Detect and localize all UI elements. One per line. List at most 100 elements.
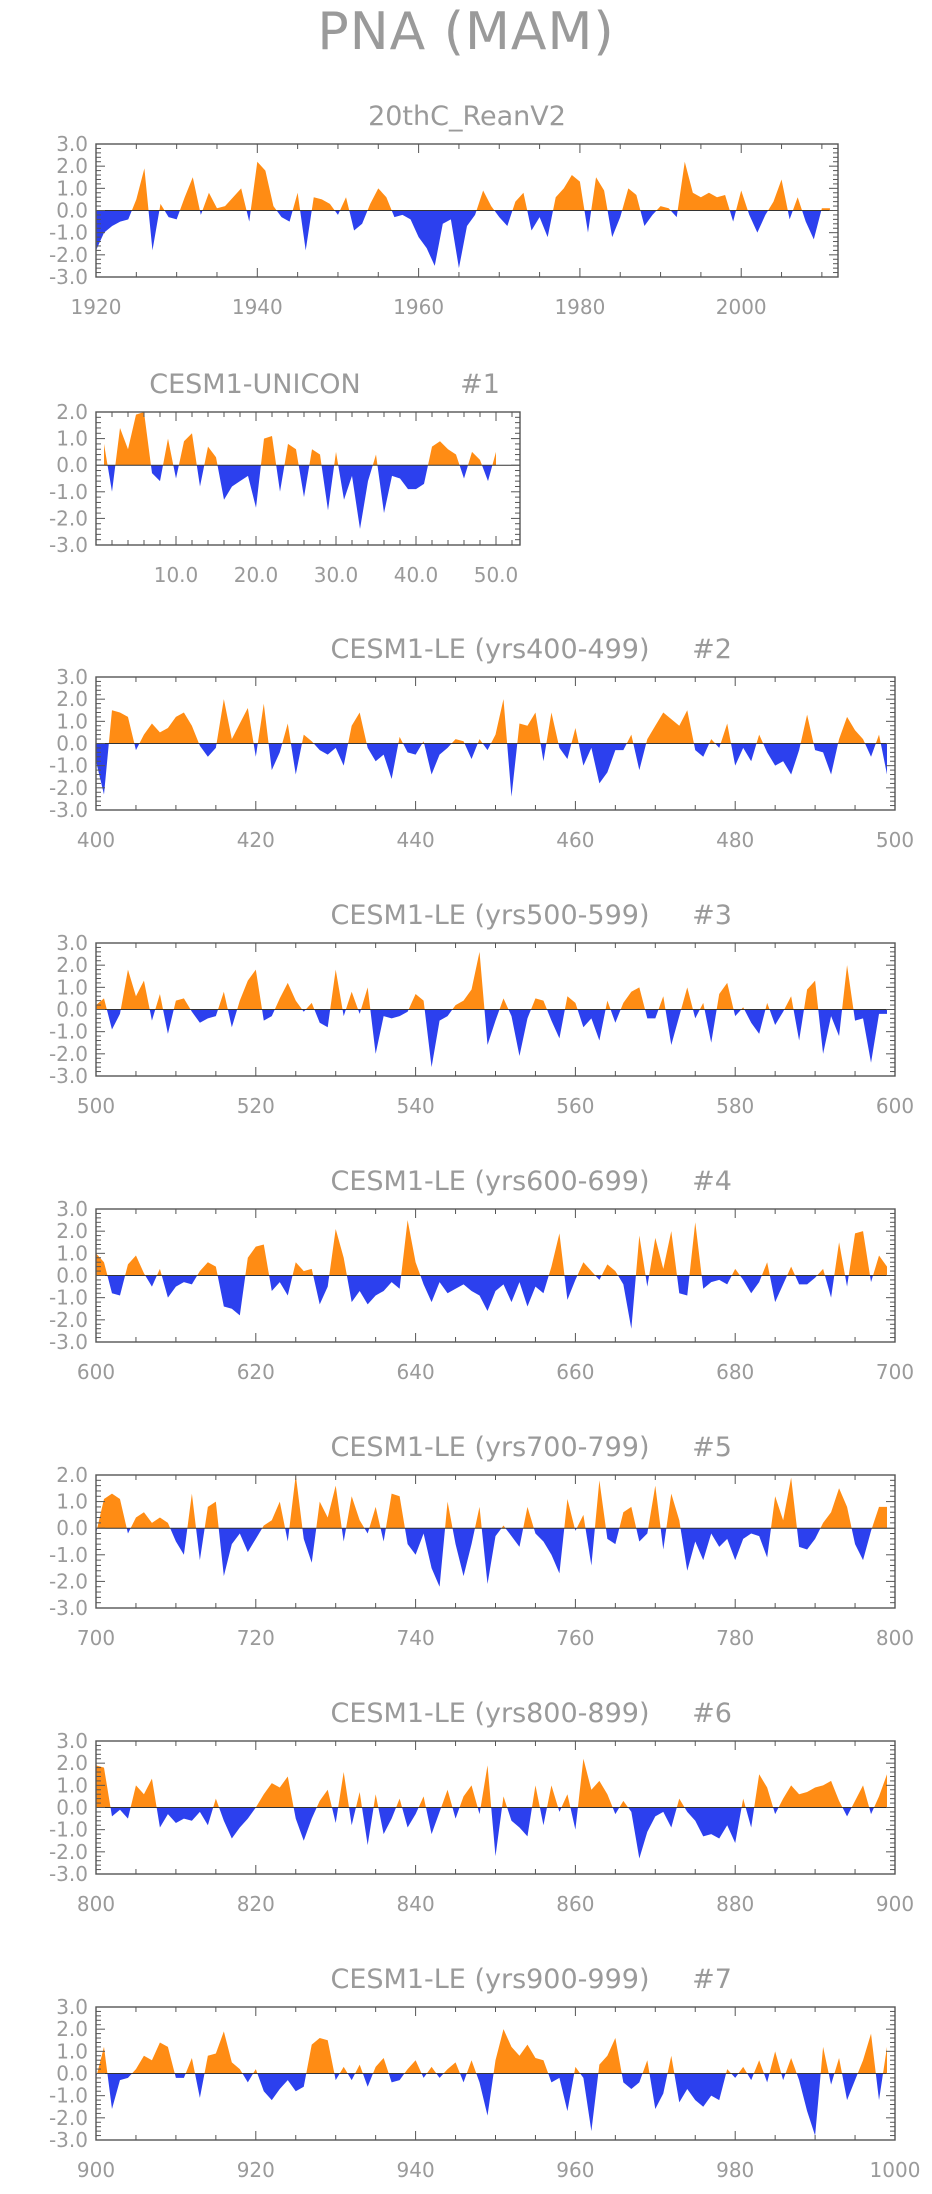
x-tick-label: 1940 [232,295,283,319]
chart-panel-2: CESM1-UNICON #1 2.0 1.00.0 -1.0-2.0 -3.0 10.0 2… [49,369,521,587]
y-tick-label: 0.0 [56,1796,88,1820]
x-tick-label: 50.0 [474,563,519,587]
negative-area [96,1528,872,1587]
chart-title: CESM1-LE (yrs600-699) [331,1166,650,1197]
y-tick-label: 1.0 [56,2039,88,2063]
y-tick-label: -3.0 [49,1330,88,1354]
positive-area [97,1475,888,1529]
x-tick-label: 440 [397,828,435,852]
x-tick-label: 660 [556,1360,594,1384]
y-tick-label: 2.0 [56,154,88,178]
x-tick-label: 480 [716,828,754,852]
x-tick-label: 1000 [870,2158,921,2182]
negative-area [96,210,822,269]
x-tick-label: 30.0 [314,563,359,587]
y-tick-label: 1.0 [56,1773,88,1797]
x-tick-label: 640 [397,1360,435,1384]
y-tick-label: 1.0 [56,176,88,200]
y-tick-label: 0.0 [56,1516,88,1540]
x-tick-label: 800 [77,1892,115,1916]
x-tick-label: 40.0 [394,563,439,587]
y-tick-label: 1.0 [56,1490,88,1514]
positive-area [96,951,854,1010]
y-tick-label: 0.0 [56,199,88,223]
positive-area [96,1758,888,1808]
y-tick-label: 1.0 [56,975,88,999]
x-tick-label: 2000 [716,295,767,319]
y-tick-label: 3.0 [56,1729,88,1753]
x-tick-label: 500 [77,1094,115,1118]
chart-title: CESM1-LE (yrs700-799) [331,1432,650,1463]
y-tick-label: 2.0 [56,2017,88,2041]
x-tick-label: 680 [716,1360,754,1384]
negative-area [96,743,888,797]
chart-title: CESM1-UNICON [149,369,361,400]
x-tick-label: 620 [237,1360,275,1384]
negative-area [106,1009,888,1068]
negative-area [107,1275,874,1329]
plot-frame [95,411,521,546]
x-tick-label: 840 [397,1892,435,1916]
x-tick-label: 500 [876,828,914,852]
y-tick-label: -3.0 [49,1862,88,1886]
x-tick-label: 820 [237,1892,275,1916]
y-tick-label: -2.0 [49,1308,88,1332]
x-tick-label: 780 [716,1626,754,1650]
y-tick-label: -2.0 [49,1042,88,1066]
chart-title: CESM1-LE (yrs900-999) [331,1964,650,1995]
x-tick-label: 720 [237,1626,275,1650]
x-tick-label: 400 [77,828,115,852]
chart-tag: #6 [692,1698,732,1729]
x-tick-label: 460 [556,828,594,852]
y-tick-label: 1.0 [56,709,88,733]
negative-area [110,1807,875,1859]
x-tick-label: 540 [397,1094,435,1118]
x-tick-label: 900 [876,1892,914,1916]
y-tick-label: 2.0 [56,953,88,977]
y-tick-label: -1.0 [49,480,88,504]
x-tick-label: 580 [716,1094,754,1118]
x-tick-label: 560 [556,1094,594,1118]
x-tick-label: 700 [77,1626,115,1650]
positive-area [97,2029,888,2074]
x-tick-label: 800 [876,1626,914,1650]
x-tick-label: 600 [77,1360,115,1384]
y-tick-label: -3.0 [49,1064,88,1088]
negative-area [96,2073,884,2136]
x-tick-label: 760 [556,1626,594,1650]
chart-title: CESM1-LE (yrs500-599) [331,900,650,931]
x-tick-label: 980 [716,2158,754,2182]
positive-area [131,161,830,211]
y-tick-label: 0.0 [56,453,88,477]
y-tick-label: -2.0 [49,243,88,267]
y-tick-label: 3.0 [56,1995,88,2019]
y-tick-label: -3.0 [49,1596,88,1620]
y-tick-label: -2.0 [49,2106,88,2130]
y-tick-label: 3.0 [56,1197,88,1221]
positive-area [108,699,881,744]
y-tick-label: 0.0 [56,1264,88,1288]
chart-panel-1: 20thC_ReanV2 3.02.01.00.0-1.0-2.0-3.0 1920… [49,101,839,319]
x-tick-label: 20.0 [234,563,279,587]
y-tick-label: -3.0 [49,533,88,557]
y-tick-label: 2.0 [56,400,88,424]
y-tick-label: -3.0 [49,2128,88,2152]
chart-tag: #5 [692,1432,732,1463]
y-tick-label: 3.0 [56,665,88,689]
y-tick-label: -2.0 [49,506,88,530]
x-tick-label: 940 [397,2158,435,2182]
negative-area [107,465,493,530]
chart-tag: #2 [692,634,732,665]
y-tick-label: 3.0 [56,931,88,955]
page-title: PNA (MAM) [317,2,615,62]
chart-panel-6: CESM1-LE (yrs700-799) #5 2.0 1.00.0 -1.0-2.0… [49,1432,914,1650]
x-tick-label: 860 [556,1892,594,1916]
chart-tag: #4 [692,1166,732,1197]
x-tick-label: 700 [876,1360,914,1384]
chart-tag: #3 [692,900,732,931]
y-tick-label: 0.0 [56,732,88,756]
y-tick-label: 3.0 [56,132,88,156]
plot-frame [95,1474,896,1609]
y-tick-label: 1.0 [56,427,88,451]
